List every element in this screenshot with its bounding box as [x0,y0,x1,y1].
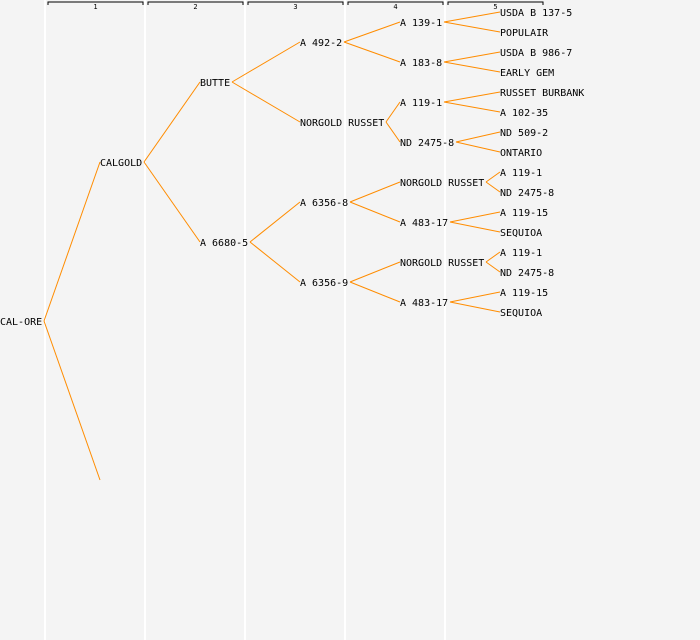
pedigree-edge [143,81,201,163]
pedigree-edge [485,171,501,183]
pedigree-edge [455,131,501,143]
pedigree-node[interactable]: ONTARIO [500,148,542,159]
generation-header: 1 2 3 4 5 [47,1,544,11]
pedigree-node[interactable]: A 183-8 [400,58,442,69]
pedigree-node[interactable]: POPULAIR [500,28,549,39]
pedigree-edge [449,301,501,313]
pedigree-edge [249,241,301,283]
generation-number: 3 [293,3,297,11]
pedigree-edge [349,201,401,223]
pedigree-node[interactable]: A 6356-9 [300,278,348,289]
generation-ruler [147,1,244,5]
generation-ruler [447,1,544,5]
pedigree-edge [449,291,501,303]
pedigree-node[interactable]: ND 2475-8 [500,188,554,199]
pedigree-edge [231,41,301,83]
pedigree-edge [349,261,401,283]
pedigree-edge [443,91,501,103]
pedigree-node[interactable]: CAL-ORE [0,317,42,328]
pedigree-node[interactable]: USDA B 137-5 [500,8,572,19]
generation-columns [44,0,446,640]
pedigree-edge [43,320,101,481]
generation-number: 5 [493,3,497,11]
pedigree-edges [43,11,501,481]
pedigree-labels: CAL-ORE CALGOLD BUTTE A 6680-5 A 492-2 NORGOL… [0,8,584,328]
pedigree-node[interactable]: A 119-15 [500,288,548,299]
pedigree-node[interactable]: A 119-15 [500,208,548,219]
pedigree-edge [485,181,501,193]
pedigree-edge [443,61,501,73]
pedigree-node[interactable]: A 6356-8 [300,198,348,209]
pedigree-node[interactable]: USDA B 986-7 [500,48,572,59]
generation-number: 1 [93,3,97,11]
pedigree-node[interactable]: SEQUIOA [500,308,542,319]
pedigree-edge [385,121,401,143]
generation-ruler [47,1,144,5]
pedigree-node[interactable]: A 119-1 [500,248,542,259]
pedigree-node[interactable]: EARLY GEM [500,68,554,79]
pedigree-node[interactable]: A 119-1 [400,98,442,109]
pedigree-edge [231,81,301,123]
pedigree-node[interactable]: ND 2475-8 [500,268,554,279]
pedigree-edge [385,101,401,123]
generation-ruler [347,1,444,5]
pedigree-edge [443,51,501,63]
pedigree-node[interactable]: A 483-17 [400,298,448,309]
generation-ruler [247,1,344,5]
pedigree-edge [343,41,401,63]
generation-number: 4 [393,3,397,11]
generation-number: 2 [193,3,197,11]
pedigree-node[interactable]: A 6680-5 [200,238,248,249]
pedigree-edge [485,261,501,273]
pedigree-edge [349,181,401,203]
pedigree-edge [443,21,501,33]
pedigree-node[interactable]: NORGOLD RUSSET [300,118,384,129]
pedigree-node[interactable]: A 139-1 [400,18,442,29]
pedigree-edge [249,201,301,243]
pedigree-edge [485,251,501,263]
pedigree-node[interactable]: BUTTE [200,78,230,89]
pedigree-edge [349,281,401,303]
pedigree-edge [43,161,101,322]
pedigree-node[interactable]: ND 509-2 [500,128,548,139]
pedigree-node[interactable]: SEQUIOA [500,228,542,239]
pedigree-node[interactable]: CALGOLD [100,158,142,169]
pedigree-edge [443,101,501,113]
pedigree-edge [443,11,501,23]
pedigree-node[interactable]: A 492-2 [300,38,342,49]
pedigree-edge [449,221,501,233]
pedigree-node[interactable]: NORGOLD RUSSET [400,178,484,189]
pedigree-edge [455,141,501,153]
pedigree-node[interactable]: RUSSET BURBANK [500,88,584,99]
pedigree-edge [449,211,501,223]
pedigree-node[interactable]: A 102-35 [500,108,548,119]
pedigree-edge [143,161,201,243]
pedigree-node[interactable]: NORGOLD RUSSET [400,258,484,269]
pedigree-node[interactable]: ND 2475-8 [400,138,454,149]
pedigree-node[interactable]: A 119-1 [500,168,542,179]
pedigree-node[interactable]: A 483-17 [400,218,448,229]
pedigree-edge [343,21,401,43]
